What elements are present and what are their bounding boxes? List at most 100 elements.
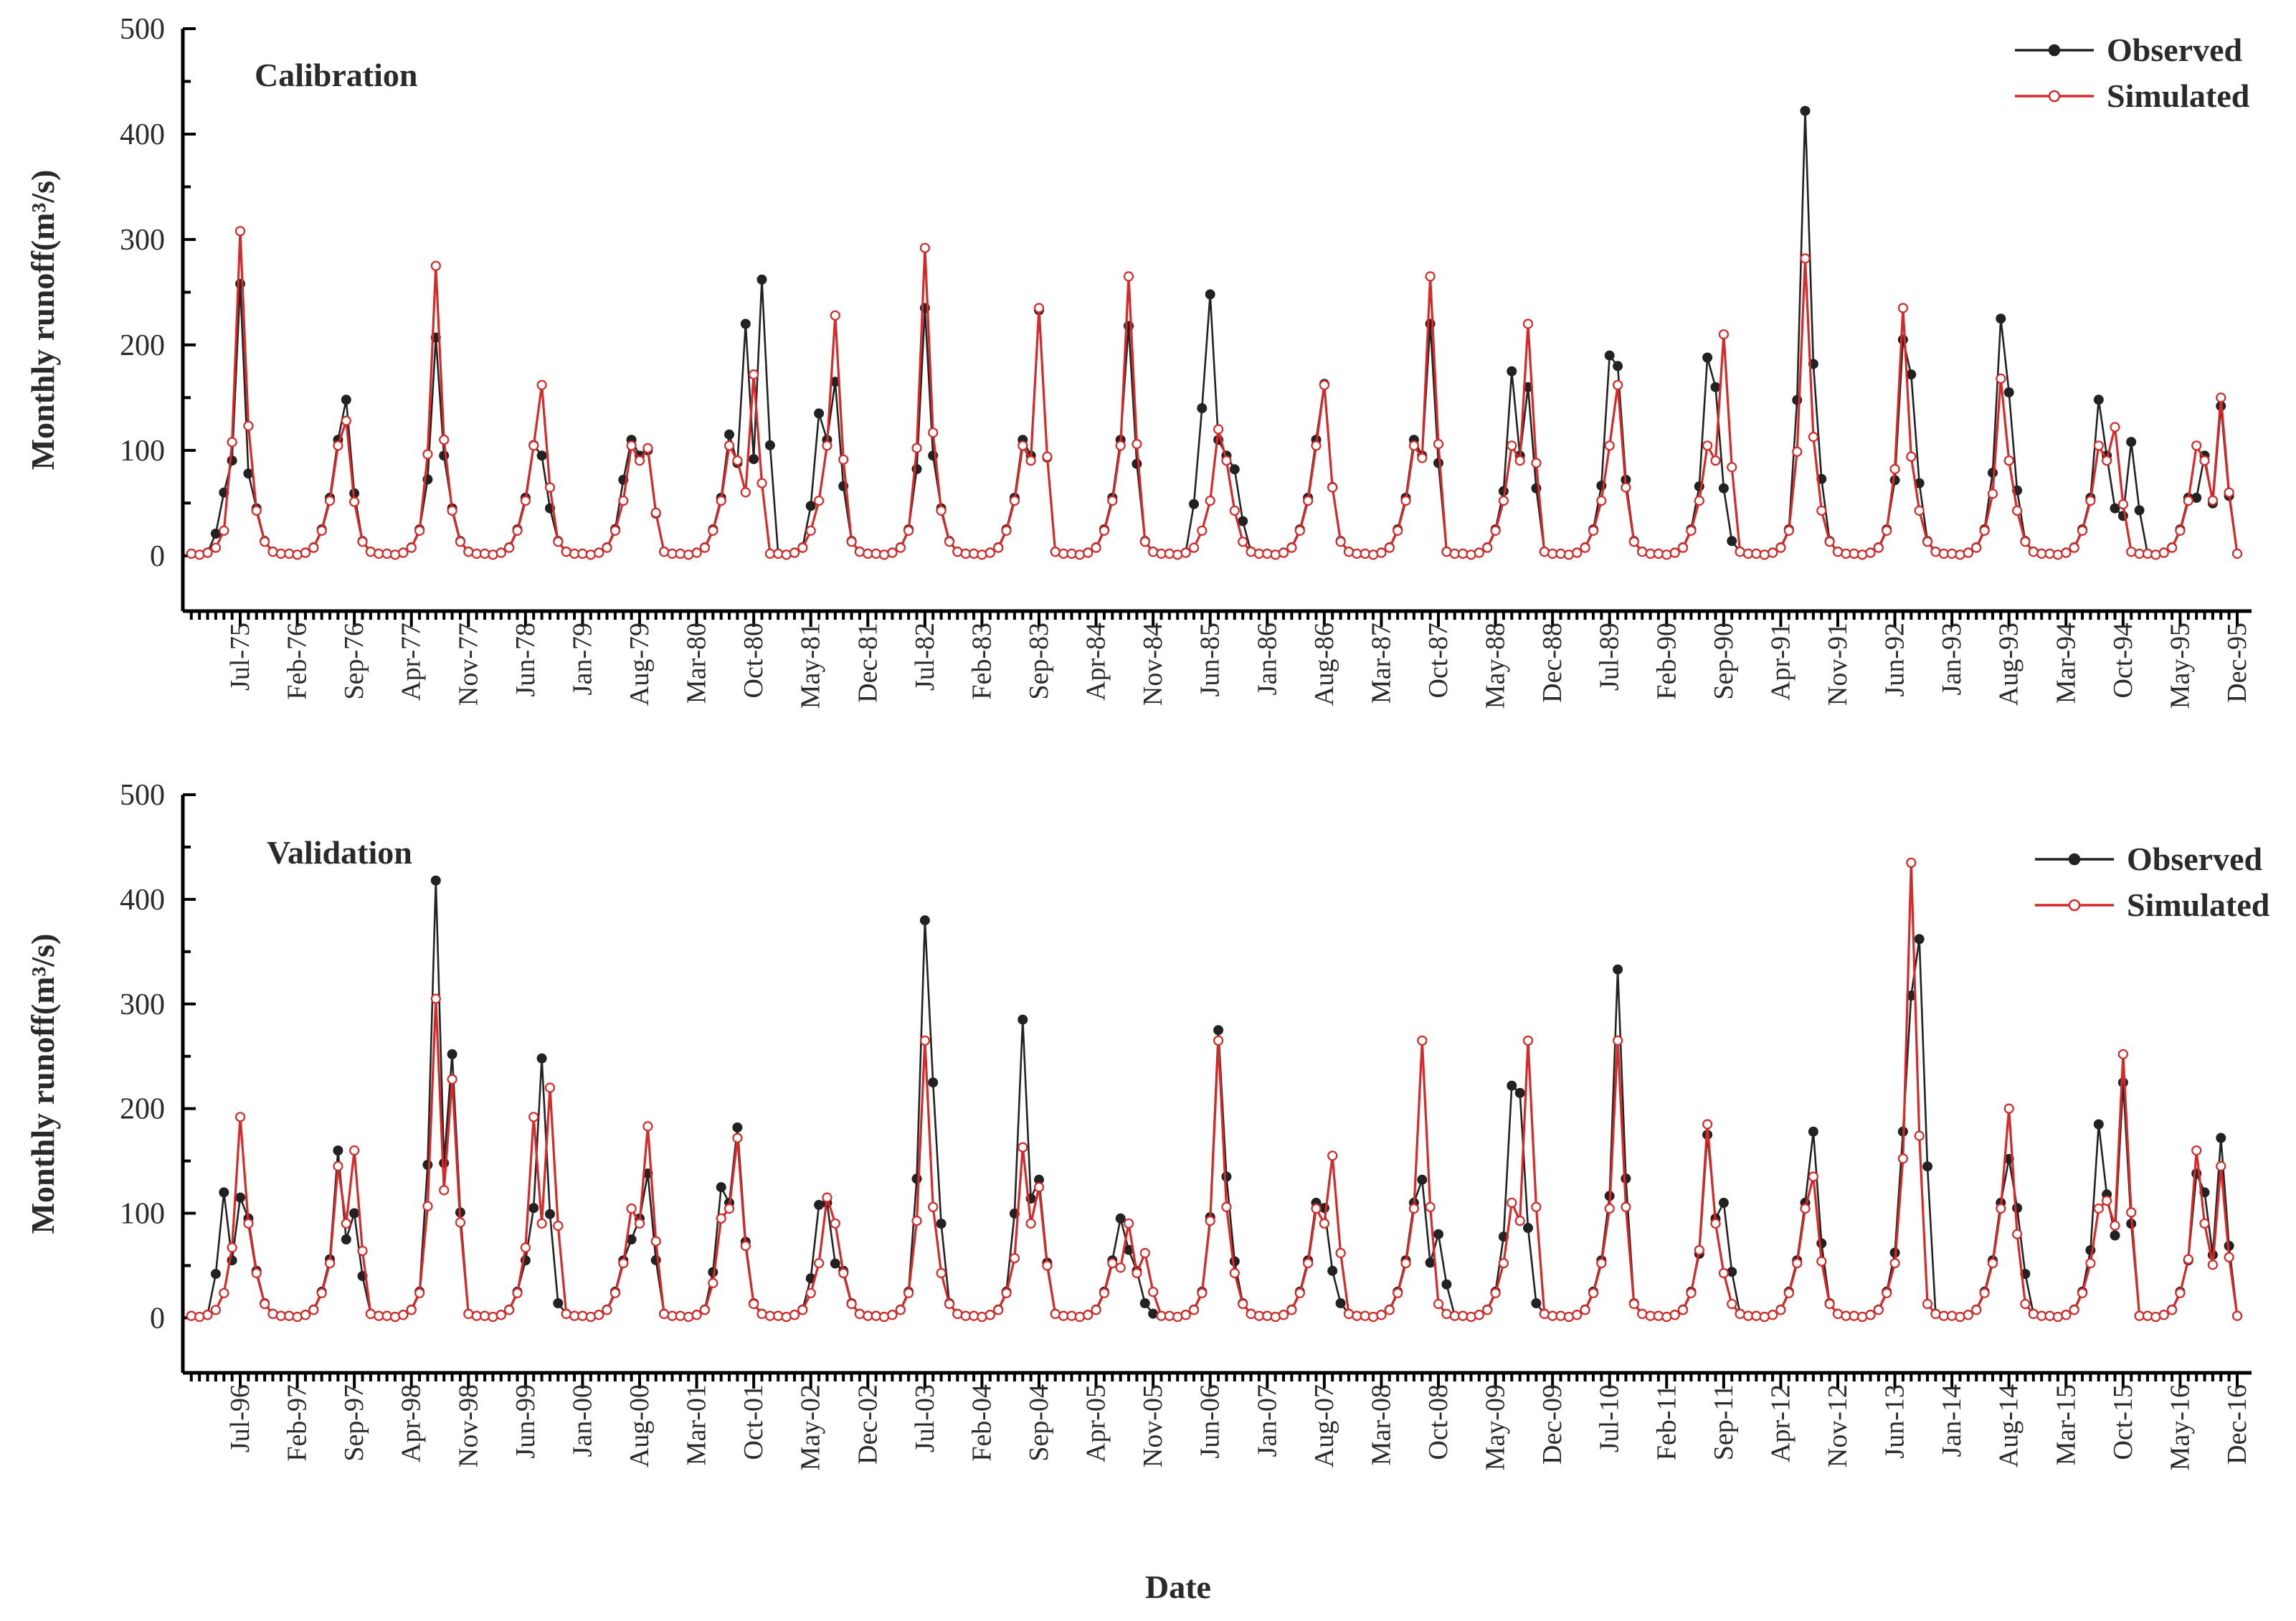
simulated-point xyxy=(300,1310,310,1320)
simulated-point xyxy=(1107,1258,1118,1269)
observed-point xyxy=(1922,1161,1932,1172)
y-tick-label: 0 xyxy=(150,1302,165,1335)
observed-point xyxy=(1507,1080,1517,1091)
simulated-point xyxy=(300,547,310,558)
simulated-point xyxy=(1197,525,1208,537)
simulated-point xyxy=(1507,440,1517,451)
simulated-point xyxy=(227,1242,237,1253)
observed-point xyxy=(1897,334,1908,345)
simulated-point xyxy=(430,993,441,1004)
simulated-point xyxy=(2102,1195,2112,1206)
simulated-point xyxy=(968,1310,979,1321)
simulated-point xyxy=(936,1267,947,1279)
simulated-point xyxy=(479,1310,490,1321)
simulated-point xyxy=(333,1161,343,1172)
observed-point xyxy=(422,1160,433,1170)
simulated-point xyxy=(2142,1310,2153,1321)
simulated-point xyxy=(1164,548,1175,559)
simulated-point xyxy=(1376,547,1387,558)
simulated-point xyxy=(2102,455,2112,466)
simulated-point xyxy=(1800,1203,1811,1214)
simulated-point xyxy=(1938,1310,1949,1321)
simulated-point xyxy=(1547,548,1558,559)
simulated-point xyxy=(1229,1267,1240,1279)
simulated-point xyxy=(1555,548,1566,559)
legend: Observed Simulated xyxy=(2035,841,2270,923)
simulated-point xyxy=(227,437,237,448)
simulated-point xyxy=(1702,440,1713,451)
simulated-point xyxy=(2207,495,2218,506)
observed-point xyxy=(1221,1171,1232,1182)
simulated-point xyxy=(406,1305,417,1315)
simulated-point xyxy=(1490,525,1501,537)
simulated-point xyxy=(316,1287,327,1298)
simulated-point xyxy=(1604,1203,1615,1214)
y-tick-label: 400 xyxy=(120,118,165,151)
simulated-point xyxy=(1580,1305,1590,1315)
simulated-point xyxy=(1979,525,1990,537)
simulated-point xyxy=(1759,1311,1770,1323)
simulated-point xyxy=(1147,547,1159,557)
simulated-point xyxy=(374,1310,384,1321)
observed-point xyxy=(1433,1229,1443,1239)
simulated-point xyxy=(1996,1203,2006,1214)
simulated-point xyxy=(1074,549,1085,560)
simulated-point xyxy=(1661,549,1672,560)
simulated-point xyxy=(1653,548,1664,559)
simulated-point xyxy=(724,440,735,451)
simulated-point xyxy=(389,549,401,560)
simulated-point xyxy=(569,548,580,559)
simulated-point xyxy=(1947,548,1958,559)
simulated-point xyxy=(1156,548,1167,559)
simulated-point xyxy=(1246,1308,1256,1320)
observed-point xyxy=(1189,498,1199,509)
simulated-point xyxy=(1710,455,1721,466)
x-tick-label: Mar-94 xyxy=(2051,623,2081,704)
simulated-point xyxy=(234,1112,246,1123)
simulated-point xyxy=(349,496,360,507)
legend-marker-simulated xyxy=(2068,899,2081,912)
simulated-point xyxy=(447,1074,457,1084)
simulated-point xyxy=(1661,1311,1672,1323)
simulated-point xyxy=(194,1311,205,1323)
simulated-point xyxy=(1311,440,1322,451)
x-tick-label: Sep-90 xyxy=(1709,623,1739,700)
simulated-point xyxy=(2216,392,2226,403)
series-observed xyxy=(186,105,2242,560)
legend: Observed Simulated xyxy=(2015,32,2250,114)
simulated-point xyxy=(1213,1035,1224,1046)
observed-point xyxy=(1132,458,1142,469)
simulated-point xyxy=(1718,329,1729,340)
simulated-point xyxy=(1238,537,1248,547)
simulated-point xyxy=(488,549,498,560)
simulated-point xyxy=(1514,455,1525,466)
simulated-point xyxy=(447,505,457,516)
simulated-point xyxy=(977,549,987,560)
simulated-point xyxy=(275,1310,286,1321)
simulated-point xyxy=(1172,549,1183,560)
x-tick-label: Aug-00 xyxy=(625,1384,655,1468)
simulated-point xyxy=(1727,462,1737,473)
simulated-point xyxy=(219,525,229,537)
simulated-point xyxy=(1906,857,1917,868)
simulated-point xyxy=(1498,495,1509,506)
simulated-point xyxy=(1531,1201,1542,1212)
x-tick-label: Sep-83 xyxy=(1024,623,1054,700)
simulated-point xyxy=(928,1201,939,1212)
observed-point xyxy=(1425,1257,1436,1268)
simulated-point xyxy=(1360,1310,1370,1321)
x-tick-label: Nov-77 xyxy=(453,623,483,706)
simulated-point xyxy=(985,547,995,558)
simulated-point xyxy=(813,1258,825,1269)
simulated-point xyxy=(748,369,759,380)
observed-point xyxy=(1613,361,1623,372)
x-tick-label: Jan-14 xyxy=(1937,1384,1967,1457)
simulated-point xyxy=(1132,438,1142,450)
x-tick-label: Oct-80 xyxy=(739,623,769,699)
simulated-point xyxy=(1286,542,1297,553)
simulated-point xyxy=(1783,525,1794,537)
simulated-point xyxy=(1457,548,1469,559)
observed-point xyxy=(1514,1087,1525,1098)
simulated-point xyxy=(1507,1197,1517,1209)
